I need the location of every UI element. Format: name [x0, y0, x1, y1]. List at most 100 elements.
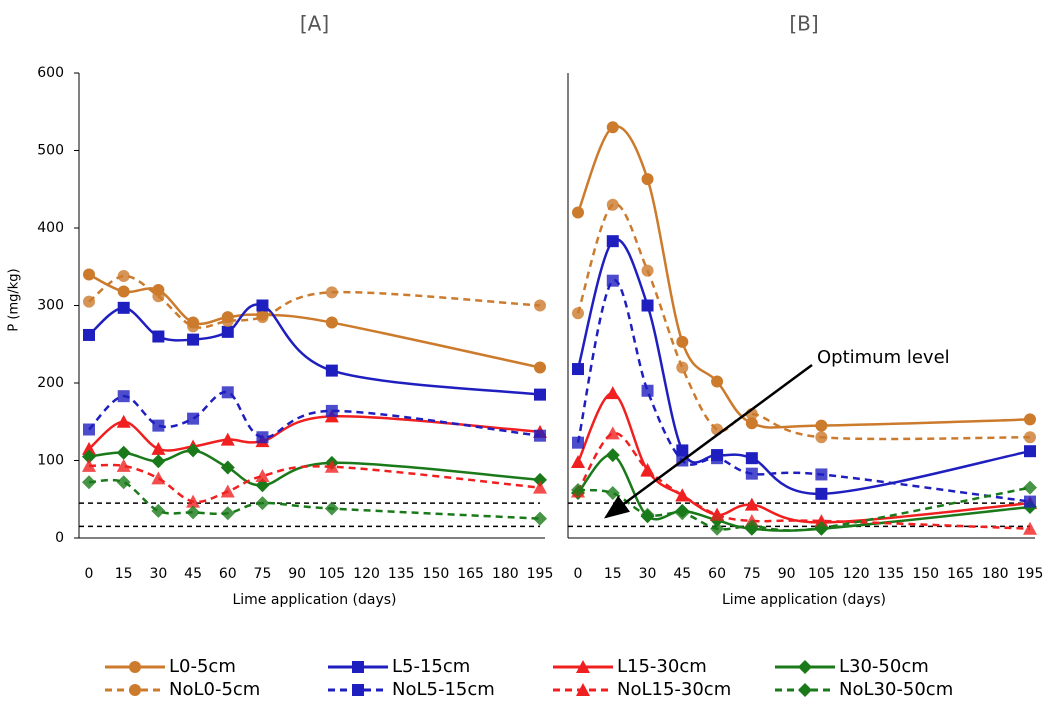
data-point [641, 384, 654, 397]
x-tick-label: 30 [149, 566, 167, 582]
data-point [152, 290, 165, 303]
data-point [676, 444, 689, 457]
data-point [1024, 413, 1036, 426]
data-point [116, 475, 131, 490]
data-point [571, 455, 585, 469]
data-point [534, 429, 546, 442]
data-point [117, 285, 130, 298]
data-point [571, 482, 585, 497]
data-point [710, 507, 725, 521]
data-point [255, 496, 270, 511]
legend-label: NoL30-50cm [839, 679, 953, 700]
data-point [256, 431, 269, 444]
data-point [641, 299, 654, 312]
y-tick-label: 600 [37, 65, 64, 81]
data-point [1023, 480, 1037, 495]
panel-title: [B] [789, 12, 818, 36]
data-point [572, 363, 584, 376]
x-tick-label: 45 [673, 566, 691, 582]
data-point [82, 475, 96, 490]
data-point [744, 497, 759, 511]
data-point [605, 486, 620, 501]
data-point [82, 441, 96, 455]
data-point [572, 206, 584, 219]
data-point [187, 412, 200, 425]
data-point [220, 506, 235, 521]
data-point [533, 511, 547, 526]
series-line [88, 303, 541, 396]
series-line [88, 274, 541, 329]
data-point [1023, 521, 1037, 535]
x-tick-label: 180 [982, 566, 1009, 582]
legend-label: NoL0-5cm [169, 679, 260, 700]
legend-marker [352, 661, 364, 673]
series-line [88, 391, 541, 439]
series-line [576, 279, 1031, 503]
data-point [815, 487, 828, 500]
legend-marker [576, 683, 590, 696]
legend-marker [798, 660, 812, 674]
x-tick-label: 30 [639, 566, 657, 582]
y-tick-label: 100 [37, 453, 64, 469]
x-tick-label: 150 [423, 566, 450, 582]
x-tick-label: 165 [457, 566, 484, 582]
data-point [116, 445, 131, 460]
data-point [324, 501, 339, 516]
data-point [221, 325, 234, 338]
x-tick-label: 45 [184, 566, 202, 582]
data-point [116, 414, 131, 428]
data-point [534, 388, 546, 401]
data-point [675, 488, 690, 502]
data-point [220, 432, 235, 446]
data-point [117, 270, 130, 283]
x-axis-label: Lime application (days) [722, 592, 886, 608]
x-tick-label: 90 [778, 566, 796, 582]
data-point [606, 121, 619, 134]
series-line [576, 238, 1031, 496]
data-point [325, 404, 338, 417]
data-point [1024, 431, 1036, 444]
data-point [1024, 445, 1036, 458]
data-point [745, 452, 758, 465]
legend-marker [352, 684, 364, 696]
data-point [151, 454, 166, 469]
data-point [187, 320, 200, 333]
x-axis-label: Lime application (days) [232, 592, 396, 608]
data-point [186, 505, 201, 520]
data-point [606, 235, 619, 248]
data-point [82, 449, 96, 464]
data-point [605, 448, 620, 463]
y-tick-label: 400 [37, 220, 64, 236]
legend-marker [129, 661, 141, 673]
x-tick-label: 0 [85, 566, 94, 582]
legend-label: L30-50cm [839, 656, 929, 677]
data-point [256, 299, 269, 312]
data-point [815, 468, 828, 481]
data-point [186, 443, 201, 458]
series-line [576, 202, 1031, 441]
data-point [82, 458, 96, 472]
data-point [221, 386, 234, 399]
data-point [324, 459, 339, 473]
data-point [534, 361, 546, 374]
data-point [325, 364, 338, 377]
data-point [83, 295, 95, 308]
data-point [606, 198, 619, 211]
x-tick-label: 15 [604, 566, 622, 582]
data-point [641, 264, 654, 277]
data-point [744, 519, 759, 534]
legend-marker [798, 683, 812, 697]
data-point [83, 423, 95, 436]
y-tick-label: 300 [37, 298, 64, 314]
data-point [116, 458, 131, 472]
x-tick-label: 0 [574, 566, 583, 582]
x-tick-label: 135 [388, 566, 415, 582]
data-point [710, 521, 725, 536]
data-point [220, 460, 235, 475]
panel-title: [A] [300, 12, 329, 36]
annotation-arrow [603, 363, 813, 519]
data-point [605, 426, 620, 440]
data-point [640, 462, 655, 476]
data-point [745, 467, 758, 480]
